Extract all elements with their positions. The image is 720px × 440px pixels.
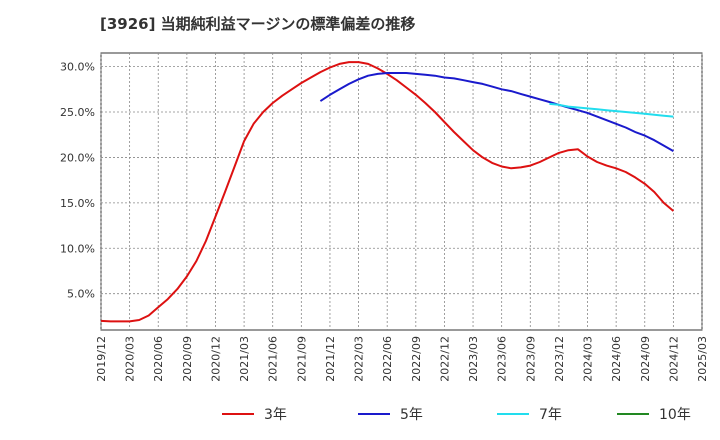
x-tick-label: 2023/03 — [467, 336, 480, 382]
x-tick-label: 2021/06 — [267, 336, 280, 382]
legend-label: 7年 — [539, 407, 562, 423]
series-line-7年 — [549, 102, 674, 118]
legend-label: 5年 — [400, 407, 423, 423]
x-tick-label: 2022/09 — [410, 336, 423, 382]
chart-title: [3926] 当期純利益マージンの標準偏差の推移 — [100, 15, 416, 33]
x-tick-label: 2025/03 — [696, 336, 709, 382]
y-tick-label: 30.0% — [60, 61, 95, 74]
legend: 3年 5年 7年 10年 — [222, 407, 691, 423]
x-tick-label: 2020/09 — [181, 336, 194, 382]
x-tick-label: 2022/06 — [381, 336, 394, 382]
y-tick-label: 5.0% — [67, 288, 95, 301]
x-tick-label: 2024/03 — [582, 336, 595, 382]
legend-label: 10年 — [659, 407, 691, 423]
x-tick-label: 2021/09 — [295, 336, 308, 382]
x-tick-label: 2023/12 — [553, 336, 566, 382]
x-tick-label: 2021/12 — [324, 336, 337, 382]
y-tick-label: 25.0% — [60, 106, 95, 119]
y-axis: 5.0% 10.0% 15.0% 20.0% 25.0% 30.0% — [60, 61, 95, 301]
x-tick-label: 2022/03 — [353, 336, 366, 382]
x-tick-label: 2023/06 — [496, 336, 509, 382]
x-tick-label: 2020/06 — [152, 336, 165, 382]
series-line-5年 — [319, 72, 674, 152]
x-tick-label: 2024/06 — [610, 336, 623, 382]
x-tick-label: 2019/12 — [95, 336, 108, 382]
series-lines — [100, 61, 675, 323]
y-tick-label: 20.0% — [60, 151, 95, 164]
plot-area — [100, 52, 703, 331]
y-tick-label: 15.0% — [60, 197, 95, 210]
x-axis: 2019/12 2020/03 2020/06 2020/09 2020/12 2021/… — [95, 336, 709, 382]
x-tick-label: 2023/09 — [524, 336, 537, 382]
x-tick-label: 2022/12 — [438, 336, 451, 382]
x-tick-label: 2024/09 — [639, 336, 652, 382]
x-tick-label: 2021/03 — [238, 336, 251, 382]
x-tick-label: 2020/03 — [124, 336, 137, 382]
y-tick-label: 10.0% — [60, 242, 95, 255]
x-tick-label: 2024/12 — [667, 336, 680, 382]
legend-label: 3年 — [264, 407, 287, 423]
grid — [100, 53, 703, 330]
x-tick-label: 2020/12 — [209, 336, 222, 382]
